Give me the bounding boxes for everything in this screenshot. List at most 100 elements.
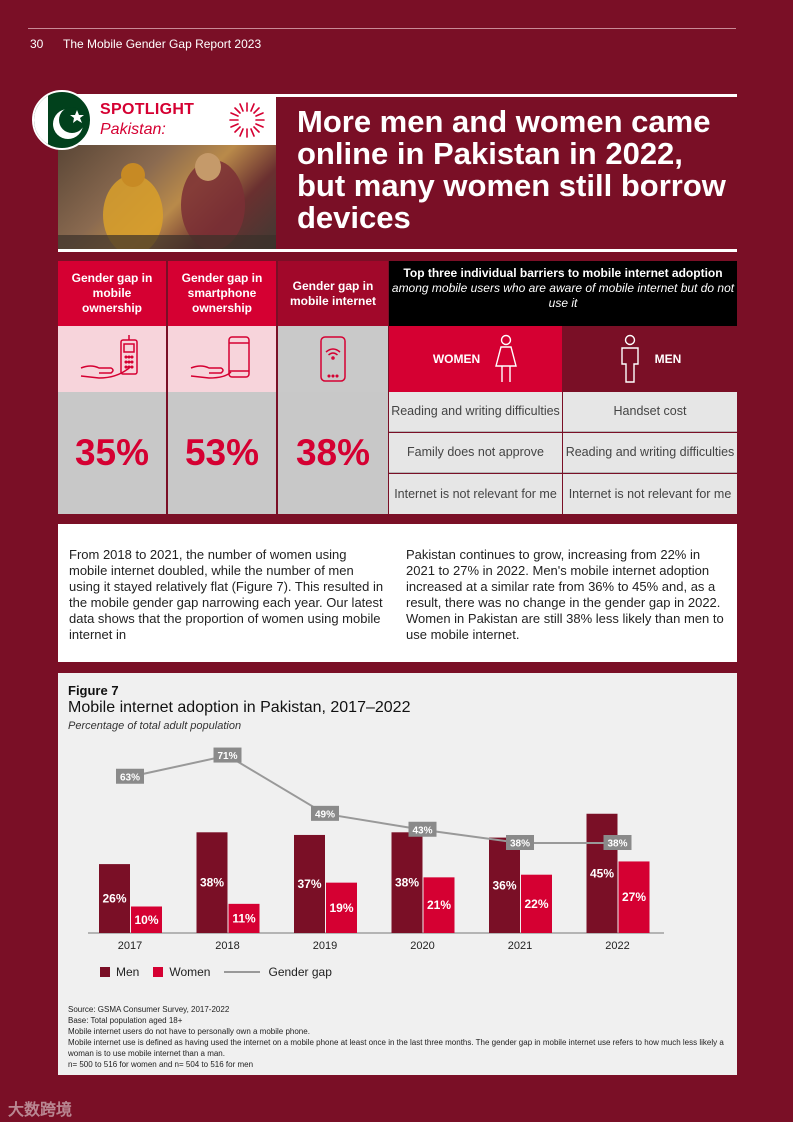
bar-women-2021 [521, 874, 552, 933]
gap-label-2017: 63% [120, 772, 140, 783]
legend-women-swatch [153, 967, 164, 977]
body-text-col2: Pakistan continues to grow, increasing f… [406, 547, 724, 642]
bar-men-2017 [99, 864, 130, 933]
women-barrier-1: Reading and writing difficulties [389, 392, 562, 432]
label-women-2019: 19% [329, 901, 353, 915]
figure-label: Figure 7 [68, 683, 119, 698]
stat-label-smartphone-ownership: Gender gap in smartphone ownership [168, 261, 276, 326]
photo-illustration [58, 153, 276, 249]
barriers-header: Top three individual barriers to mobile … [389, 261, 737, 326]
adoption-chart: 26% 10% 2017 38% 11% 2018 37% 19% 2019 38% 21% 2020… [88, 747, 664, 952]
top-rule [28, 28, 736, 29]
label-men-2019: 37% [297, 877, 321, 891]
gap-label-bg-2021 [506, 835, 534, 850]
label-men-2020: 38% [395, 876, 419, 890]
figure-subtitle: Percentage of total adult population [68, 720, 242, 732]
stat-icon-cell [58, 326, 166, 392]
legend-gap-line [224, 971, 261, 973]
page-number: 30 [30, 37, 44, 51]
stat-value-mobile-internet: 38% [278, 392, 388, 514]
gender-gap-line [129, 754, 618, 844]
barriers-subtitle: among mobile users who are aware of mobi… [391, 281, 735, 310]
figure-notes: Source: GSMA Consumer Survey, 2017-2022 … [68, 1004, 728, 1070]
men-label: MEN [654, 352, 682, 366]
tick-2019: 2019 [313, 940, 337, 952]
bar-women-2020 [423, 877, 455, 933]
bar-men-2019 [294, 834, 325, 933]
bar-men-2020 [391, 832, 423, 933]
phone-wifi-icon [320, 336, 346, 382]
gap-label-bg-2020 [408, 821, 437, 837]
figure-7: Figure 7 Mobile internet adoption in Pak… [58, 673, 737, 1075]
gap-label-bg-2022 [603, 835, 632, 850]
legend-gap: Gender gap [224, 965, 332, 979]
spotlight-label: SPOTLIGHT [100, 101, 195, 118]
legend-women-label: Women [169, 965, 211, 979]
spotlight-burst-icon [229, 102, 265, 138]
tick-2020: 2020 [410, 940, 434, 952]
note-sample: n= 500 to 516 for women and n= 504 to 51… [68, 1060, 254, 1069]
stat-label-mobile-ownership: Gender gap in mobile ownership [58, 261, 166, 326]
hand-feature-phone-icon [80, 335, 138, 379]
note-source: Source: GSMA Consumer Survey, 2017-2022 [68, 1005, 230, 1014]
chart-legend: Men Women Gender gap [100, 965, 346, 979]
spotlight-photo [58, 145, 276, 249]
stat-value-smartphone-ownership: 53% [168, 392, 276, 514]
tick-2022: 2022 [605, 940, 629, 952]
label-men-2018: 38% [200, 876, 224, 890]
gap-label-2020: 43% [412, 825, 432, 836]
gap-label-bg-2017 [116, 768, 144, 784]
stat-value-mobile-ownership: 35% [58, 392, 166, 514]
label-men-2017: 26% [102, 892, 126, 906]
man-icon [620, 334, 639, 383]
bar-women-2017 [131, 906, 162, 933]
gap-label-2019: 49% [315, 809, 335, 820]
bar-women-2018 [228, 903, 260, 933]
body-text-col1: From 2018 to 2021, the number of women u… [69, 547, 384, 642]
gap-label-bg-2019 [311, 805, 339, 821]
bar-women-2022 [618, 861, 650, 933]
gap-label-2022: 38% [607, 839, 627, 850]
stat-label-mobile-internet: Gender gap in mobile internet [278, 261, 388, 326]
bar-men-2022 [586, 813, 618, 933]
gap-label-bg-2018 [213, 747, 242, 763]
label-women-2018: 11% [232, 911, 256, 925]
body-text-box: From 2018 to 2021, the number of women u… [58, 524, 737, 662]
note-ownership: Mobile internet users do not have to per… [68, 1027, 310, 1036]
label-women-2022: 27% [622, 890, 646, 904]
label-men-2022: 45% [590, 866, 614, 880]
bar-men-2018 [196, 832, 228, 933]
header-rule-bottom [58, 249, 737, 252]
woman-icon [495, 334, 518, 382]
gap-label-2018: 71% [217, 751, 237, 762]
note-definition: Mobile internet use is defined as having… [68, 1038, 724, 1058]
legend-men-swatch [100, 967, 110, 977]
women-header: WOMEN [389, 326, 562, 392]
label-women-2021: 22% [524, 897, 548, 911]
note-base: Base: Total population aged 18+ [68, 1016, 183, 1025]
men-header: MEN [563, 326, 737, 392]
barriers-title: Top three individual barriers to mobile … [403, 266, 723, 280]
women-barrier-3: Internet is not relevant for me [389, 474, 562, 514]
tick-2018: 2018 [215, 940, 239, 952]
gap-label-2021: 38% [510, 839, 530, 850]
women-barrier-2: Family does not approve [389, 433, 562, 473]
stat-icon-cell [168, 326, 276, 392]
label-women-2020: 21% [427, 898, 451, 912]
figure-title: Mobile internet adoption in Pakistan, 20… [68, 699, 411, 716]
watermark: 大数跨境 [8, 1102, 73, 1119]
page-headline: More men and women came online in Pakist… [297, 104, 726, 235]
hand-smartphone-icon [190, 336, 250, 379]
label-men-2021: 36% [492, 878, 516, 892]
men-barrier-2: Reading and writing difficulties [563, 433, 737, 473]
bar-men-2021 [489, 837, 520, 933]
legend-gap-label: Gender gap [268, 965, 332, 979]
tick-2017: 2017 [118, 940, 142, 952]
legend-men: Men [100, 965, 139, 979]
legend-women: Women [153, 965, 210, 979]
header-rule-top [58, 94, 737, 97]
men-barrier-1: Handset cost [563, 392, 737, 432]
men-barrier-3: Internet is not relevant for me [563, 474, 737, 514]
stat-icon-cell [278, 326, 388, 392]
bar-women-2019 [326, 882, 357, 933]
